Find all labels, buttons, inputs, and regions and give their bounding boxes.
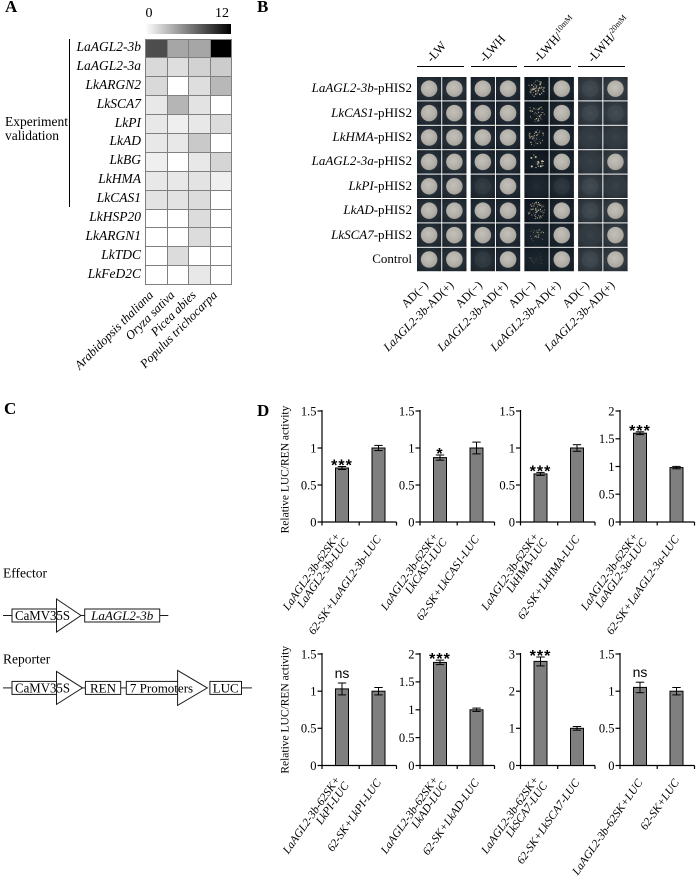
svg-text:0: 0 [509,515,515,529]
svg-text:***: *** [331,458,353,475]
svg-text:1: 1 [608,460,614,474]
svg-text:0: 0 [310,759,316,773]
svg-text:Relative LUC/REN activity: Relative LUC/REN activity [280,405,292,533]
svg-text:1: 1 [408,703,414,717]
svg-text:0.5: 0.5 [399,478,415,492]
svg-text:2: 2 [608,404,614,418]
svg-text:1: 1 [509,441,515,455]
svg-text:***: *** [629,423,651,440]
svg-text:1: 1 [608,685,614,699]
svg-text:***: *** [530,648,552,665]
svg-text:7 Promoters: 7 Promoters [130,681,193,696]
svg-text:1.5: 1.5 [599,432,615,446]
svg-text:0: 0 [408,515,414,529]
svg-text:2: 2 [509,685,515,699]
svg-text:0.5: 0.5 [599,488,615,502]
svg-text:***: *** [429,651,451,668]
svg-text:1: 1 [310,685,316,699]
svg-text:0: 0 [408,759,414,773]
svg-text:Effector: Effector [3,566,47,581]
svg-text:3: 3 [509,647,515,661]
svg-text:0.5: 0.5 [301,478,317,492]
svg-text:0.5: 0.5 [499,478,515,492]
svg-text:CaMV35S: CaMV35S [15,608,70,623]
svg-text:LUC: LUC [213,681,239,696]
svg-text:***: *** [530,463,552,480]
svg-text:LaAGL2-3b: LaAGL2-3b [90,608,154,623]
svg-text:Relative LUC/REN activity: Relative LUC/REN activity [280,646,292,774]
svg-text:Reporter: Reporter [3,652,51,667]
svg-text:0: 0 [608,759,614,773]
svg-text:CaMV35S: CaMV35S [15,681,70,696]
svg-text:0: 0 [509,759,515,773]
svg-text:LaAGL2-3b-62SK+LUC: LaAGL2-3b-62SK+LUC [570,777,646,878]
svg-text:1: 1 [509,722,515,736]
svg-text:1.5: 1.5 [599,647,615,661]
svg-text:1.5: 1.5 [301,404,317,418]
svg-text:0.5: 0.5 [399,731,415,745]
svg-text:1.5: 1.5 [399,404,415,418]
svg-text:1.5: 1.5 [399,675,415,689]
svg-text:62-SK+LUC: 62-SK+LUC [638,777,682,832]
svg-text:*: * [436,446,443,463]
svg-text:2: 2 [408,647,414,661]
svg-text:0: 0 [310,515,316,529]
svg-text:REN: REN [90,681,117,696]
svg-text:1: 1 [408,441,414,455]
svg-text:1: 1 [310,441,316,455]
svg-text:0.5: 0.5 [599,722,615,736]
svg-text:1.5: 1.5 [301,647,317,661]
svg-text:ns: ns [335,665,350,681]
svg-text:0: 0 [608,515,614,529]
svg-text:1.5: 1.5 [499,404,515,418]
svg-text:ns: ns [633,664,648,680]
svg-text:0.5: 0.5 [301,722,317,736]
